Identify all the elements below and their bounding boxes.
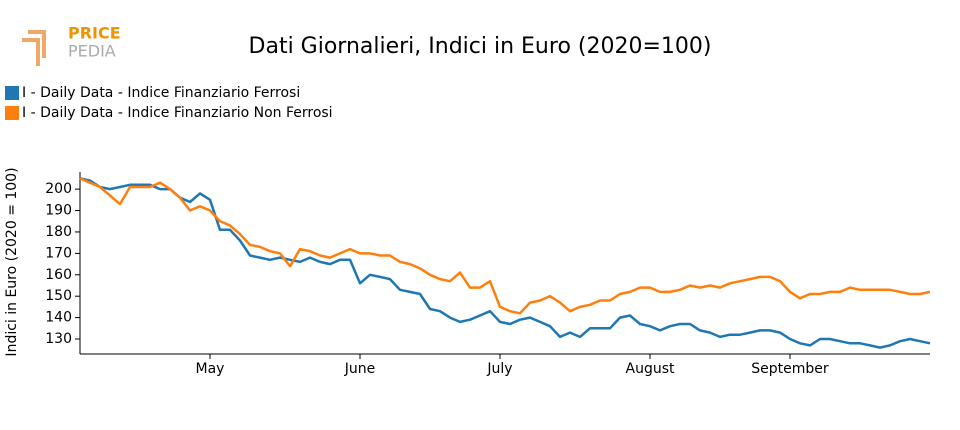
x-tick-label: July — [486, 361, 512, 377]
x-tick-label: September — [751, 361, 829, 377]
legend-label: I - Daily Data - Indice Finanziario Non … — [22, 105, 333, 121]
y-tick-label: 180 — [45, 224, 72, 240]
y-tick-label: 160 — [45, 267, 72, 283]
y-tick-label: 130 — [45, 331, 72, 347]
y-tick-label: 150 — [45, 288, 72, 304]
logo-text: PRICE — [68, 24, 121, 43]
legend-swatch — [5, 86, 19, 100]
y-tick-label: 200 — [45, 181, 72, 197]
logo: PRICE PEDIA — [22, 24, 121, 66]
x-tick-label: August — [626, 361, 676, 377]
logo-text: PEDIA — [68, 42, 116, 61]
x-tick-label: May — [196, 361, 225, 377]
data-line — [79, 177, 931, 349]
legend-label: I - Daily Data - Indice Finanziario Ferr… — [22, 85, 300, 101]
y-tick-label: 170 — [45, 245, 72, 261]
x-tick-label: June — [344, 361, 376, 377]
data-line — [79, 177, 931, 315]
y-tick-label: 140 — [45, 310, 72, 326]
chart-title: Dati Giornalieri, Indici in Euro (2020=1… — [249, 34, 712, 59]
legend-swatch — [5, 106, 19, 120]
y-axis-label: Indici in Euro (2020 = 100) — [4, 167, 20, 356]
y-tick-label: 190 — [45, 203, 72, 219]
